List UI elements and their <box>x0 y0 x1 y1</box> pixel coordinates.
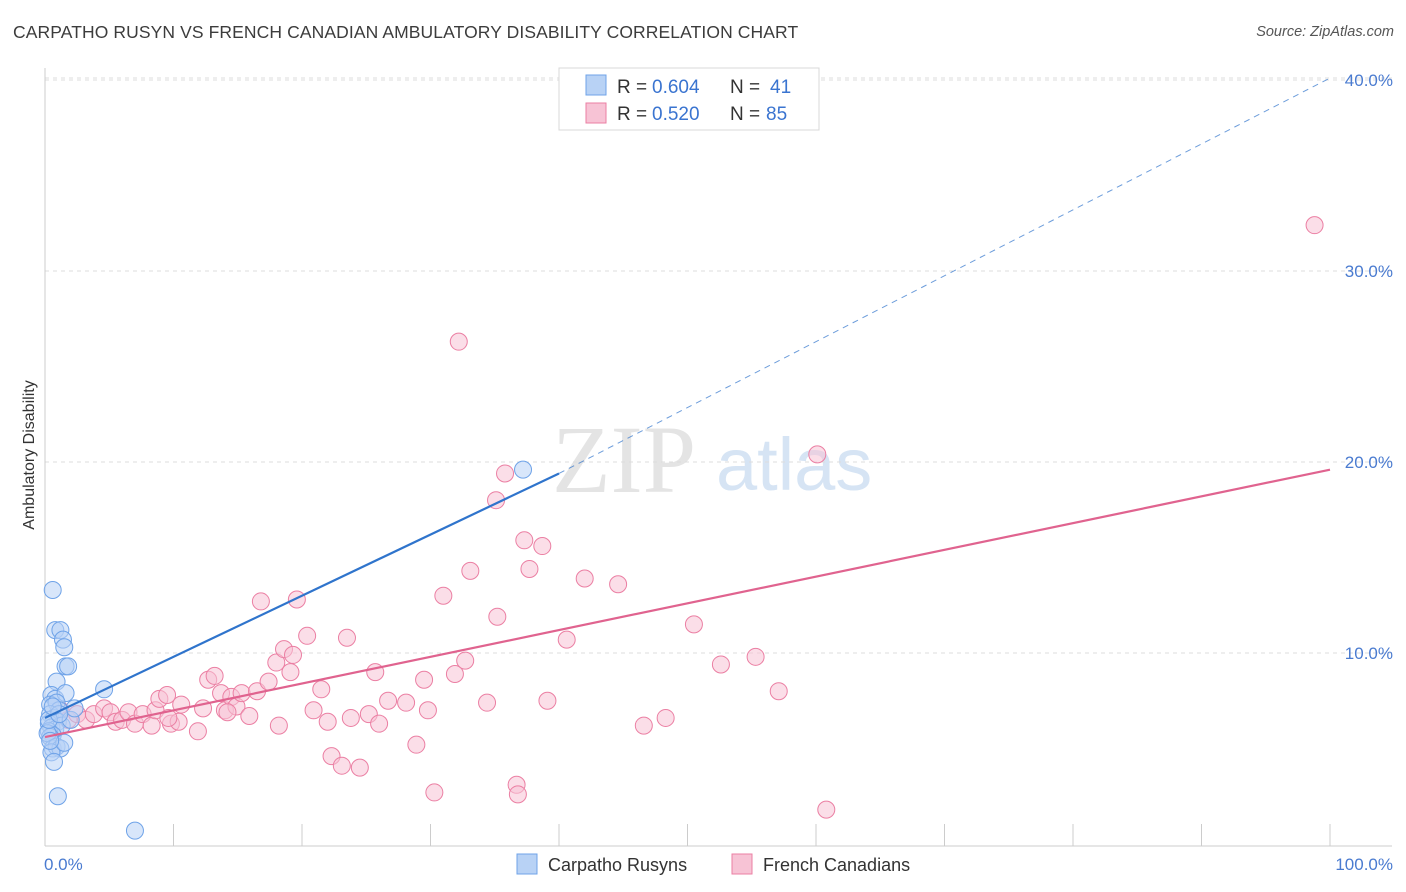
bottom-legend: Carpatho Rusyns French Canadians <box>516 853 910 875</box>
bottom-legend-swatch-pink <box>731 853 753 875</box>
legend-r-value-2: 0.520 <box>652 104 700 125</box>
carpatho-point-30 <box>48 787 67 806</box>
french-point-40 <box>318 712 337 731</box>
legend-n-value-1: 41 <box>770 77 791 98</box>
french-point-12 <box>142 716 161 735</box>
french-point-51 <box>407 735 426 754</box>
carpatho-trend-extension <box>558 77 1331 474</box>
french-point-77 <box>746 647 765 666</box>
legend: R = 0.604 N = 41 R = 0.520 N = 85 <box>558 67 820 131</box>
watermark-zip: ZIP <box>552 406 696 513</box>
french-point-55 <box>434 586 453 605</box>
french-point-34 <box>281 663 300 682</box>
carpatho-rusyns-points <box>38 460 533 840</box>
trend-lines <box>44 77 1331 739</box>
chart-title: CARPATHO RUSYN VS FRENCH CANADIAN AMBULA… <box>13 22 799 42</box>
french-point-56 <box>445 665 464 684</box>
french-trend-line <box>44 468 1331 739</box>
source-label: Source: ZipAtlas.com <box>1256 24 1394 40</box>
french-point-52 <box>415 670 434 689</box>
french-point-69 <box>538 691 557 710</box>
carpatho-point-33 <box>65 699 84 718</box>
y-tick-label-40: 40.0% <box>1345 71 1393 90</box>
french-point-70 <box>557 630 576 649</box>
french-point-65 <box>508 785 527 804</box>
french-point-79 <box>808 445 827 464</box>
french-point-42 <box>332 756 351 775</box>
legend-swatch-blue <box>585 74 607 96</box>
french-point-78 <box>769 682 788 701</box>
french-point-35 <box>284 645 303 664</box>
french-point-32 <box>267 653 286 672</box>
x-tick-label-100: 100.0% <box>1335 855 1393 874</box>
french-point-80 <box>817 800 836 819</box>
french-point-30 <box>251 592 270 611</box>
bottom-legend-label-french: French Canadians <box>763 855 910 875</box>
carpatho-point-29 <box>44 752 63 771</box>
french-point-53 <box>418 701 437 720</box>
bottom-legend-label-carpatho: Carpatho Rusyns <box>548 855 687 875</box>
tick-labels: 10.0% 20.0% 30.0% 40.0% 0.0% 100.0% <box>44 71 1393 874</box>
french-point-45 <box>350 758 369 777</box>
french-point-73 <box>634 716 653 735</box>
french-point-54 <box>425 783 444 802</box>
french-point-84 <box>269 716 288 735</box>
french-point-38 <box>304 701 323 720</box>
french-point-31 <box>259 672 278 691</box>
french-point-27 <box>232 684 251 703</box>
y-tick-label-30: 30.0% <box>1345 262 1393 281</box>
french-point-59 <box>461 561 480 580</box>
legend-r-label-2: R = <box>617 104 647 125</box>
french-point-44 <box>341 708 360 727</box>
french-point-28 <box>240 707 259 726</box>
french-point-66 <box>515 531 534 550</box>
french-point-62 <box>488 607 507 626</box>
french-point-36 <box>287 590 306 609</box>
french-point-63 <box>496 464 515 483</box>
french-point-68 <box>533 537 552 556</box>
french-point-58 <box>456 651 475 670</box>
french-point-39 <box>312 680 331 699</box>
french-point-57 <box>449 332 468 351</box>
french-point-82 <box>159 708 178 727</box>
french-point-49 <box>379 691 398 710</box>
french-point-74 <box>656 708 675 727</box>
french-point-76 <box>711 655 730 674</box>
carpatho-point-36 <box>125 821 144 840</box>
legend-n-label-1: N = <box>730 77 760 98</box>
legend-n-value-2: 85 <box>766 104 787 125</box>
french-point-81 <box>1305 216 1324 235</box>
legend-n-label-2: N = <box>730 104 760 125</box>
french-point-48 <box>370 714 389 733</box>
french-point-15 <box>158 686 177 705</box>
bottom-legend-swatch-blue <box>516 853 538 875</box>
french-canadians-points <box>51 216 1324 819</box>
watermark-atlas: atlas <box>716 423 872 506</box>
y-tick-label-20: 20.0% <box>1345 453 1393 472</box>
french-point-37 <box>298 626 317 645</box>
french-point-43 <box>337 628 356 647</box>
french-point-67 <box>520 559 539 578</box>
french-point-19 <box>188 722 207 741</box>
french-point-83 <box>218 703 237 722</box>
carpatho-point-0 <box>43 580 62 599</box>
carpatho-point-35 <box>514 460 533 479</box>
carpatho-point-4 <box>55 638 74 657</box>
french-point-50 <box>397 693 416 712</box>
french-point-72 <box>609 575 628 594</box>
legend-r-label-1: R = <box>617 77 647 98</box>
legend-r-value-1: 0.604 <box>652 77 700 98</box>
y-tick-label-10: 10.0% <box>1345 644 1393 663</box>
french-point-60 <box>478 693 497 712</box>
legend-swatch-pink <box>585 102 607 124</box>
carpatho-point-6 <box>59 657 78 676</box>
grid-lines <box>45 77 1392 654</box>
x-tick-label-0: 0.0% <box>44 855 83 874</box>
french-point-22 <box>205 666 224 685</box>
carpatho-trend-line <box>44 472 560 719</box>
french-point-75 <box>684 615 703 634</box>
french-point-71 <box>575 569 594 588</box>
y-axis-title: Ambulatory Disability <box>21 380 38 529</box>
